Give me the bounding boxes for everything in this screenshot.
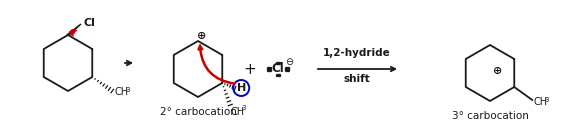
- Text: 3: 3: [544, 97, 549, 103]
- Text: Cl: Cl: [83, 18, 95, 28]
- Text: CH: CH: [230, 107, 244, 117]
- Text: 2° carbocation: 2° carbocation: [160, 107, 236, 117]
- FancyArrowPatch shape: [198, 45, 234, 84]
- Text: +: +: [244, 61, 256, 77]
- Text: CH: CH: [533, 97, 547, 107]
- Text: 1,2-hydride: 1,2-hydride: [323, 48, 391, 58]
- Polygon shape: [67, 24, 81, 35]
- Text: ⊖: ⊖: [285, 57, 293, 67]
- Text: shift: shift: [344, 74, 370, 84]
- Text: 3° carbocation: 3° carbocation: [452, 111, 528, 121]
- Text: Cl: Cl: [272, 62, 285, 75]
- FancyArrowPatch shape: [70, 30, 76, 36]
- Text: 3: 3: [241, 105, 246, 111]
- Text: H: H: [237, 83, 247, 93]
- Text: ⊕: ⊕: [198, 31, 207, 41]
- Text: ⊕: ⊕: [493, 66, 503, 76]
- Text: CH: CH: [114, 87, 128, 97]
- Text: 3: 3: [125, 88, 130, 94]
